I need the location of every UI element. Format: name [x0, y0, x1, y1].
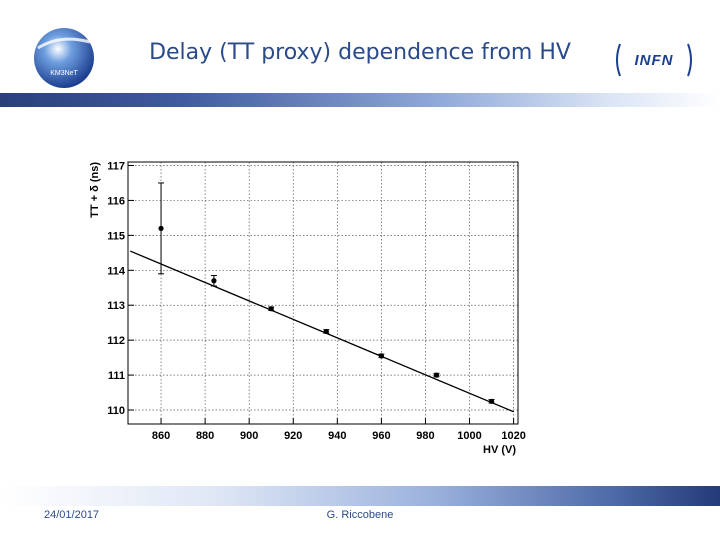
x-axis-title: HV (V)	[483, 444, 516, 456]
data-point-marker	[211, 278, 217, 284]
data-point-marker	[158, 225, 164, 231]
y-tick-label: 112	[107, 335, 125, 347]
km3net-logo: KM3NeT	[30, 26, 100, 95]
svg-text:INFN: INFN	[635, 52, 674, 69]
header-band	[0, 93, 720, 107]
x-tick-label: 860	[152, 430, 170, 442]
data-points	[158, 182, 495, 404]
data-point	[210, 275, 217, 287]
data-point	[378, 353, 385, 359]
infn-logo: INFN	[614, 40, 694, 85]
x-tick-label: 980	[416, 430, 434, 442]
y-tick-label: 113	[107, 300, 125, 312]
y-tick-label: 110	[107, 405, 125, 417]
plot-frame	[127, 161, 519, 425]
x-tick-label: 880	[196, 430, 214, 442]
data-point-marker	[433, 372, 440, 378]
x-tick-label: 1020	[501, 430, 525, 442]
delay-vs-hv-chart: 860 880 900 920 940 960 980 1000 1020 1101111121…	[89, 160, 526, 456]
x-tick-labels: 860 880 900 920 940 960 980 1000 1020	[152, 430, 526, 442]
footer-date: 24/01/2017	[44, 509, 100, 521]
y-axis-title: TT + δ (ns)	[89, 162, 101, 218]
slide-title: Delay (TT proxy) dependence from HV	[149, 40, 571, 65]
data-point-marker	[323, 328, 329, 335]
footer-author: G. Riccobene	[326, 509, 394, 521]
fit-line-layer	[129, 250, 514, 413]
x-tick-label: 940	[328, 430, 346, 442]
y-tick-label: 114	[107, 265, 126, 277]
data-point	[323, 328, 330, 335]
x-tick-label: 960	[372, 430, 390, 442]
y-tick-label: 115	[107, 230, 125, 242]
fit-line	[129, 250, 514, 413]
x-tick-label: 920	[284, 430, 302, 442]
data-point-marker	[378, 353, 384, 359]
svg-text:KM3NeT: KM3NeT	[50, 70, 78, 77]
y-tick-label: 117	[107, 160, 125, 172]
data-point-marker	[268, 306, 274, 312]
x-tick-label: 900	[240, 430, 258, 442]
data-point	[433, 372, 440, 378]
x-tick-label: 1000	[457, 430, 481, 442]
y-tick-label: 116	[107, 195, 125, 207]
y-tick-labels: 110 111 112 113 114 115 116 117	[107, 160, 126, 417]
grid-lines	[128, 162, 518, 424]
data-point-marker	[488, 398, 495, 404]
data-point	[268, 306, 275, 312]
y-tick-label: 111	[108, 370, 125, 382]
footer-band	[0, 486, 720, 506]
data-point	[158, 182, 165, 275]
data-point	[488, 398, 495, 404]
